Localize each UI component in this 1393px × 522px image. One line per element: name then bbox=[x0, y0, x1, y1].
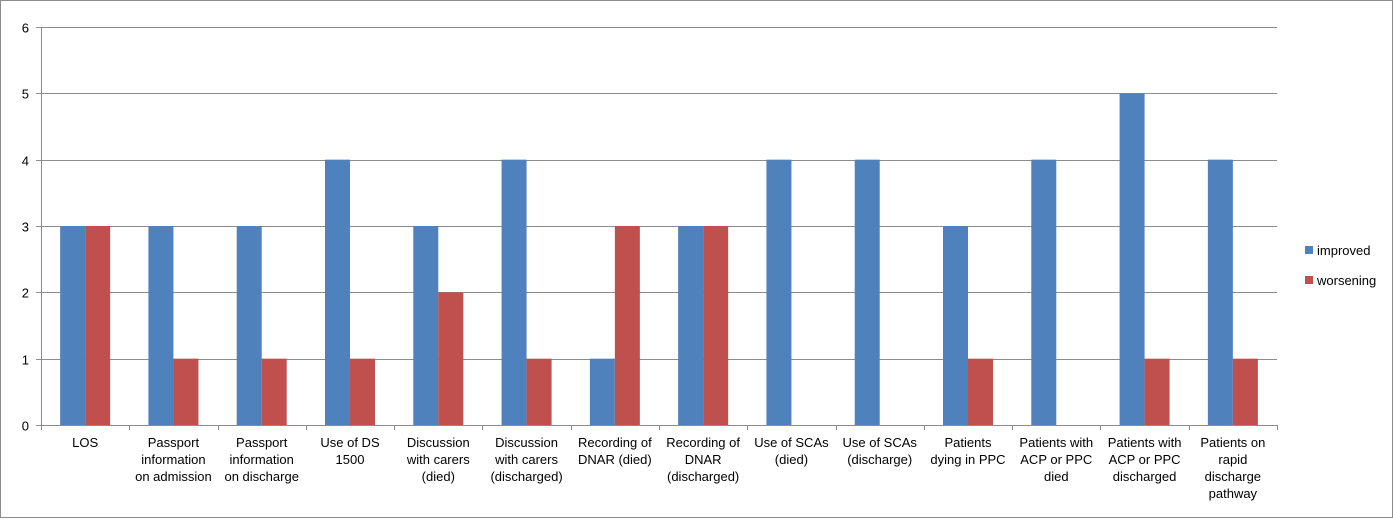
x-category-label-line: with carers bbox=[494, 452, 558, 467]
bar-worsening bbox=[438, 292, 464, 425]
x-category-label-line: information bbox=[230, 452, 294, 467]
y-axis-ticks: 0 1 2 3 4 5 6 bbox=[22, 21, 29, 434]
x-category-label-line: 1500 bbox=[336, 452, 365, 467]
y-tick-label: 5 bbox=[22, 87, 29, 102]
x-category-label: Recording of DNAR (discharged) bbox=[666, 435, 740, 484]
bar-improved bbox=[325, 159, 350, 425]
bar-worsening bbox=[261, 358, 287, 425]
bar-improved bbox=[589, 358, 615, 425]
x-category-label-line: pathway bbox=[1209, 486, 1258, 501]
x-category-label: Patients dying in PPC bbox=[930, 435, 1005, 467]
x-category-label-line: Use of DS bbox=[320, 435, 380, 450]
x-category-label: Discussion with carers (died) bbox=[406, 435, 470, 484]
x-category-label: LOS bbox=[72, 435, 98, 450]
x-category-label-line: discharged bbox=[1113, 469, 1177, 484]
x-category-label-line: ACP or PPC bbox=[1109, 452, 1181, 467]
x-category-label-line: dying in PPC bbox=[930, 452, 1005, 467]
x-category-label-line: Passport bbox=[148, 435, 200, 450]
x-category-label: Use of DS 1500 bbox=[320, 435, 380, 467]
y-tick-label: 2 bbox=[22, 286, 29, 301]
x-category-label-line: Patients with bbox=[1108, 435, 1182, 450]
x-category-label-line: DNAR (died) bbox=[578, 452, 652, 467]
bars bbox=[60, 93, 1258, 425]
x-category-label: Patients on rapid discharge pathway bbox=[1200, 435, 1265, 501]
bar-improved bbox=[501, 159, 527, 425]
legend-swatch-improved bbox=[1305, 246, 1313, 254]
x-category-label-line: Recording of bbox=[666, 435, 740, 450]
x-category-label-line: (discharge) bbox=[847, 452, 912, 467]
bar-worsening bbox=[1232, 358, 1258, 425]
x-category-label: Patients with ACP or PPC discharged bbox=[1108, 435, 1182, 484]
axes bbox=[36, 27, 1278, 430]
y-tick-label: 1 bbox=[22, 353, 29, 368]
bar-improved bbox=[1119, 93, 1145, 425]
x-category-label-line: (discharged) bbox=[490, 469, 562, 484]
bar-worsening bbox=[526, 358, 552, 425]
bar-worsening bbox=[173, 358, 199, 425]
y-tick-label: 0 bbox=[22, 419, 29, 434]
bar-improved bbox=[236, 226, 262, 425]
bar-worsening bbox=[703, 226, 729, 425]
x-category-label: Passport information on discharge bbox=[224, 435, 298, 484]
legend-swatch-worsening bbox=[1305, 276, 1313, 284]
x-category-label-line: with carers bbox=[406, 452, 470, 467]
x-category-label-line: discharge bbox=[1205, 469, 1261, 484]
bar-improved bbox=[60, 226, 86, 425]
x-category-label-line: Patients bbox=[945, 435, 992, 450]
x-category-label: Patients with ACP or PPC died bbox=[1019, 435, 1093, 484]
bar-worsening bbox=[350, 358, 375, 425]
x-category-label-line: on admission bbox=[135, 469, 212, 484]
bar-worsening bbox=[968, 358, 993, 425]
x-category-label-line: Patients on bbox=[1200, 435, 1265, 450]
x-category-label-line: Discussion bbox=[407, 435, 470, 450]
x-category-label-line: Use of SCAs bbox=[754, 435, 829, 450]
y-tick-label: 4 bbox=[22, 154, 29, 169]
x-category-label-line: Passport bbox=[236, 435, 288, 450]
bar-improved bbox=[413, 226, 439, 425]
bar-improved bbox=[678, 226, 704, 425]
bar-worsening bbox=[1144, 358, 1170, 425]
x-category-label-line: (discharged) bbox=[667, 469, 739, 484]
x-category-label-line: Recording of bbox=[578, 435, 652, 450]
bar-improved bbox=[766, 159, 792, 425]
x-category-label-line: Use of SCAs bbox=[843, 435, 918, 450]
x-axis-labels: LOS Passport information on admissionPasspo… bbox=[72, 435, 1265, 501]
x-category-label-line: on discharge bbox=[224, 469, 298, 484]
y-tick-label: 6 bbox=[22, 21, 29, 36]
x-category-label-line: DNAR bbox=[685, 452, 722, 467]
x-category-label: Discussion with carers (discharged) bbox=[490, 435, 562, 484]
x-category-label-line: LOS bbox=[72, 435, 98, 450]
bar-improved bbox=[148, 226, 174, 425]
x-category-label-line: Patients with bbox=[1019, 435, 1093, 450]
x-category-label: Recording of DNAR (died) bbox=[578, 435, 652, 467]
x-category-label-line: rapid bbox=[1218, 452, 1247, 467]
y-tick-label: 3 bbox=[22, 220, 29, 235]
bar-improved bbox=[943, 226, 968, 425]
x-category-label-line: (died) bbox=[775, 452, 808, 467]
x-category-label: Use of SCAs (discharge) bbox=[843, 435, 918, 467]
x-category-label-line: information bbox=[141, 452, 205, 467]
x-category-label-line: died bbox=[1044, 469, 1069, 484]
x-category-label: Passport information on admission bbox=[135, 435, 212, 484]
legend-label-worsening: worsening bbox=[1316, 273, 1376, 288]
bar-improved bbox=[1031, 159, 1057, 425]
x-category-label-line: (died) bbox=[422, 469, 455, 484]
x-category-label: Use of SCAs (died) bbox=[754, 435, 829, 467]
gridlines bbox=[41, 27, 1277, 360]
legend-label-improved: improved bbox=[1317, 243, 1370, 258]
bar-worsening bbox=[85, 226, 111, 425]
x-category-label-line: Discussion bbox=[495, 435, 558, 450]
bar-worsening bbox=[614, 226, 640, 425]
bar-improved bbox=[854, 159, 880, 425]
x-category-label-line: ACP or PPC bbox=[1020, 452, 1092, 467]
bar-improved bbox=[1207, 159, 1233, 425]
legend: improved worsening bbox=[1305, 243, 1376, 288]
